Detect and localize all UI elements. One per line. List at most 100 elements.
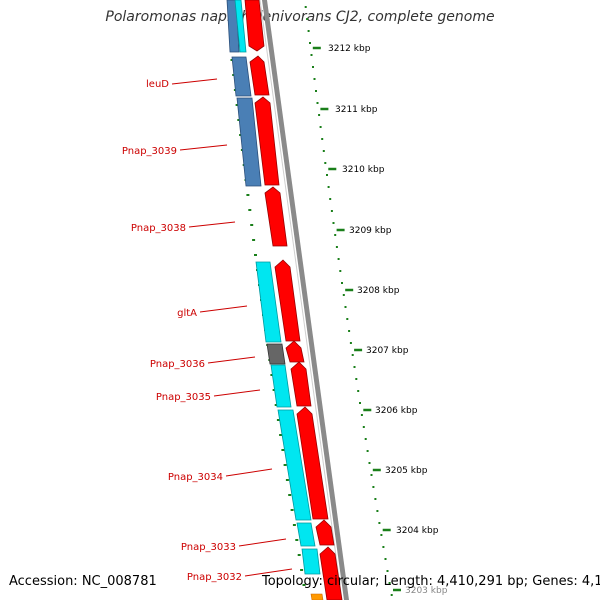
tick-dot [335,246,338,248]
backbone-highlight [259,0,343,600]
tick-dot [348,330,351,332]
tick-dot [339,270,342,272]
tick-dot [374,498,377,500]
gene-label-pnap3034: Pnap_3034 [168,472,223,483]
tick-dot [349,342,352,344]
leader-pnap3032 [244,568,293,577]
cds-reverse-top-cyan [234,0,247,53]
tick-dot [386,570,389,572]
tick-dot [382,546,385,548]
tick-dot [306,18,309,20]
tick-dot [366,450,369,452]
cds-forward-glta [274,259,301,342]
leader-pnap3038 [188,221,236,228]
tick-dot [359,402,361,404]
map-title: Polaromonas naphthalenivorans CJ2, compl… [105,9,495,25]
tick-label-3205: 3205 kbp [385,466,428,476]
cds-reverse-leud [231,56,252,97]
gene-label-pnap3035: Pnap_3035 [156,392,211,403]
tick-labels: 3212 kbp 3211 kbp 3210 kbp 3209 kbp 3208… [328,44,448,596]
tick-label-3209: 3209 kbp [349,226,392,236]
tick-dot [372,486,375,488]
tick-label-3208: 3208 kbp [357,286,400,296]
forward-strand-track [244,0,343,600]
cds-reverse-pnap3032 [301,548,321,575]
tick-dot [337,258,340,260]
leader-pnap3034 [225,468,273,477]
tick-dot [342,294,345,296]
tick-dot [319,126,322,128]
leader-pnap3039 [179,144,228,151]
cds-forward-pnap3034 [296,406,329,520]
tick-label-3203: 3203 kbp [405,586,448,596]
tick-dot [309,42,311,44]
tick-dot [353,366,356,368]
tick-label-3206: 3206 kbp [375,406,418,416]
cds-reverse-bottom-orange [310,593,324,600]
cds-reverse-pnap3036 [266,343,286,365]
tick-dot [360,414,363,416]
tick-dot [376,510,379,512]
tick-dot [307,30,310,32]
cds-forward-pnap3036 [285,340,305,363]
cds-reverse-glta [255,261,282,343]
tick-label-3207: 3207 kbp [366,346,409,356]
tick-dot [315,90,317,92]
gene-label-glta: gltA [177,308,197,319]
tick-dot [355,378,358,380]
cds-forward-top [244,0,265,52]
cds-forward-pnap3035 [290,361,312,407]
tick-dot [326,174,328,176]
tick-dot [370,474,373,476]
cds-reverse-pnap3034 [277,409,312,521]
tick-dot [341,282,343,284]
tick-label-3212: 3212 kbp [328,44,371,54]
leader-pnap3035 [213,389,261,397]
cds-reverse-pnap3035 [270,364,292,408]
gene-label-pnap3038: Pnap_3038 [131,223,186,234]
cds-forward-pnap3039 [254,96,280,186]
tick-dot [368,462,371,464]
tick-dot [388,582,391,584]
tick-dot [310,54,313,56]
tick-label-3204: 3204 kbp [396,526,439,536]
cds-reverse-pnap3039 [236,97,262,187]
tick-dot [384,558,387,560]
reverse-strand-track [226,0,324,600]
leader-pnap3033 [238,538,287,547]
tick-dot [346,318,349,320]
tick-dot [330,210,333,212]
tick-dot [344,306,347,308]
tick-dot [378,522,381,524]
cds-forward-pnap3032 [319,546,343,600]
tick-dot [390,594,393,596]
tick-dot [312,66,314,68]
leader-leud [171,78,218,85]
cds-reverse-pnap3033 [296,522,316,547]
gene-label-pnap3039: Pnap_3039 [122,146,177,157]
tick-dot [322,150,325,152]
genome-summary-text: Topology: circular; Length: 4,410,291 bp… [262,574,600,589]
cds-forward-leud [249,55,270,96]
tick-label-3210: 3210 kbp [342,165,385,175]
leader-pnap3036 [207,356,256,364]
accession-text: Accession: NC_008781 [9,574,157,589]
tick-dot [357,390,360,392]
tick-dot [351,354,354,356]
gene-label-pnap3032: Pnap_3032 [187,572,242,583]
leader-glta [199,305,248,313]
tick-dot [327,186,330,188]
gene-label-pnap3033: Pnap_3033 [181,542,236,553]
cds-forward-pnap3038 [264,186,288,247]
gene-label-pnap3036: Pnap_3036 [150,359,205,370]
gene-labels: leuD Pnap_3039 Pnap_3038 gltA Pnap_3036 … [122,78,293,583]
genome-backbone [262,0,349,600]
tick-dot [304,6,307,8]
cds-forward-pnap3033 [315,519,335,546]
tick-dot [362,426,365,428]
tick-dot [313,78,316,80]
tick-label-3211: 3211 kbp [335,105,378,115]
tick-dot [334,234,337,236]
